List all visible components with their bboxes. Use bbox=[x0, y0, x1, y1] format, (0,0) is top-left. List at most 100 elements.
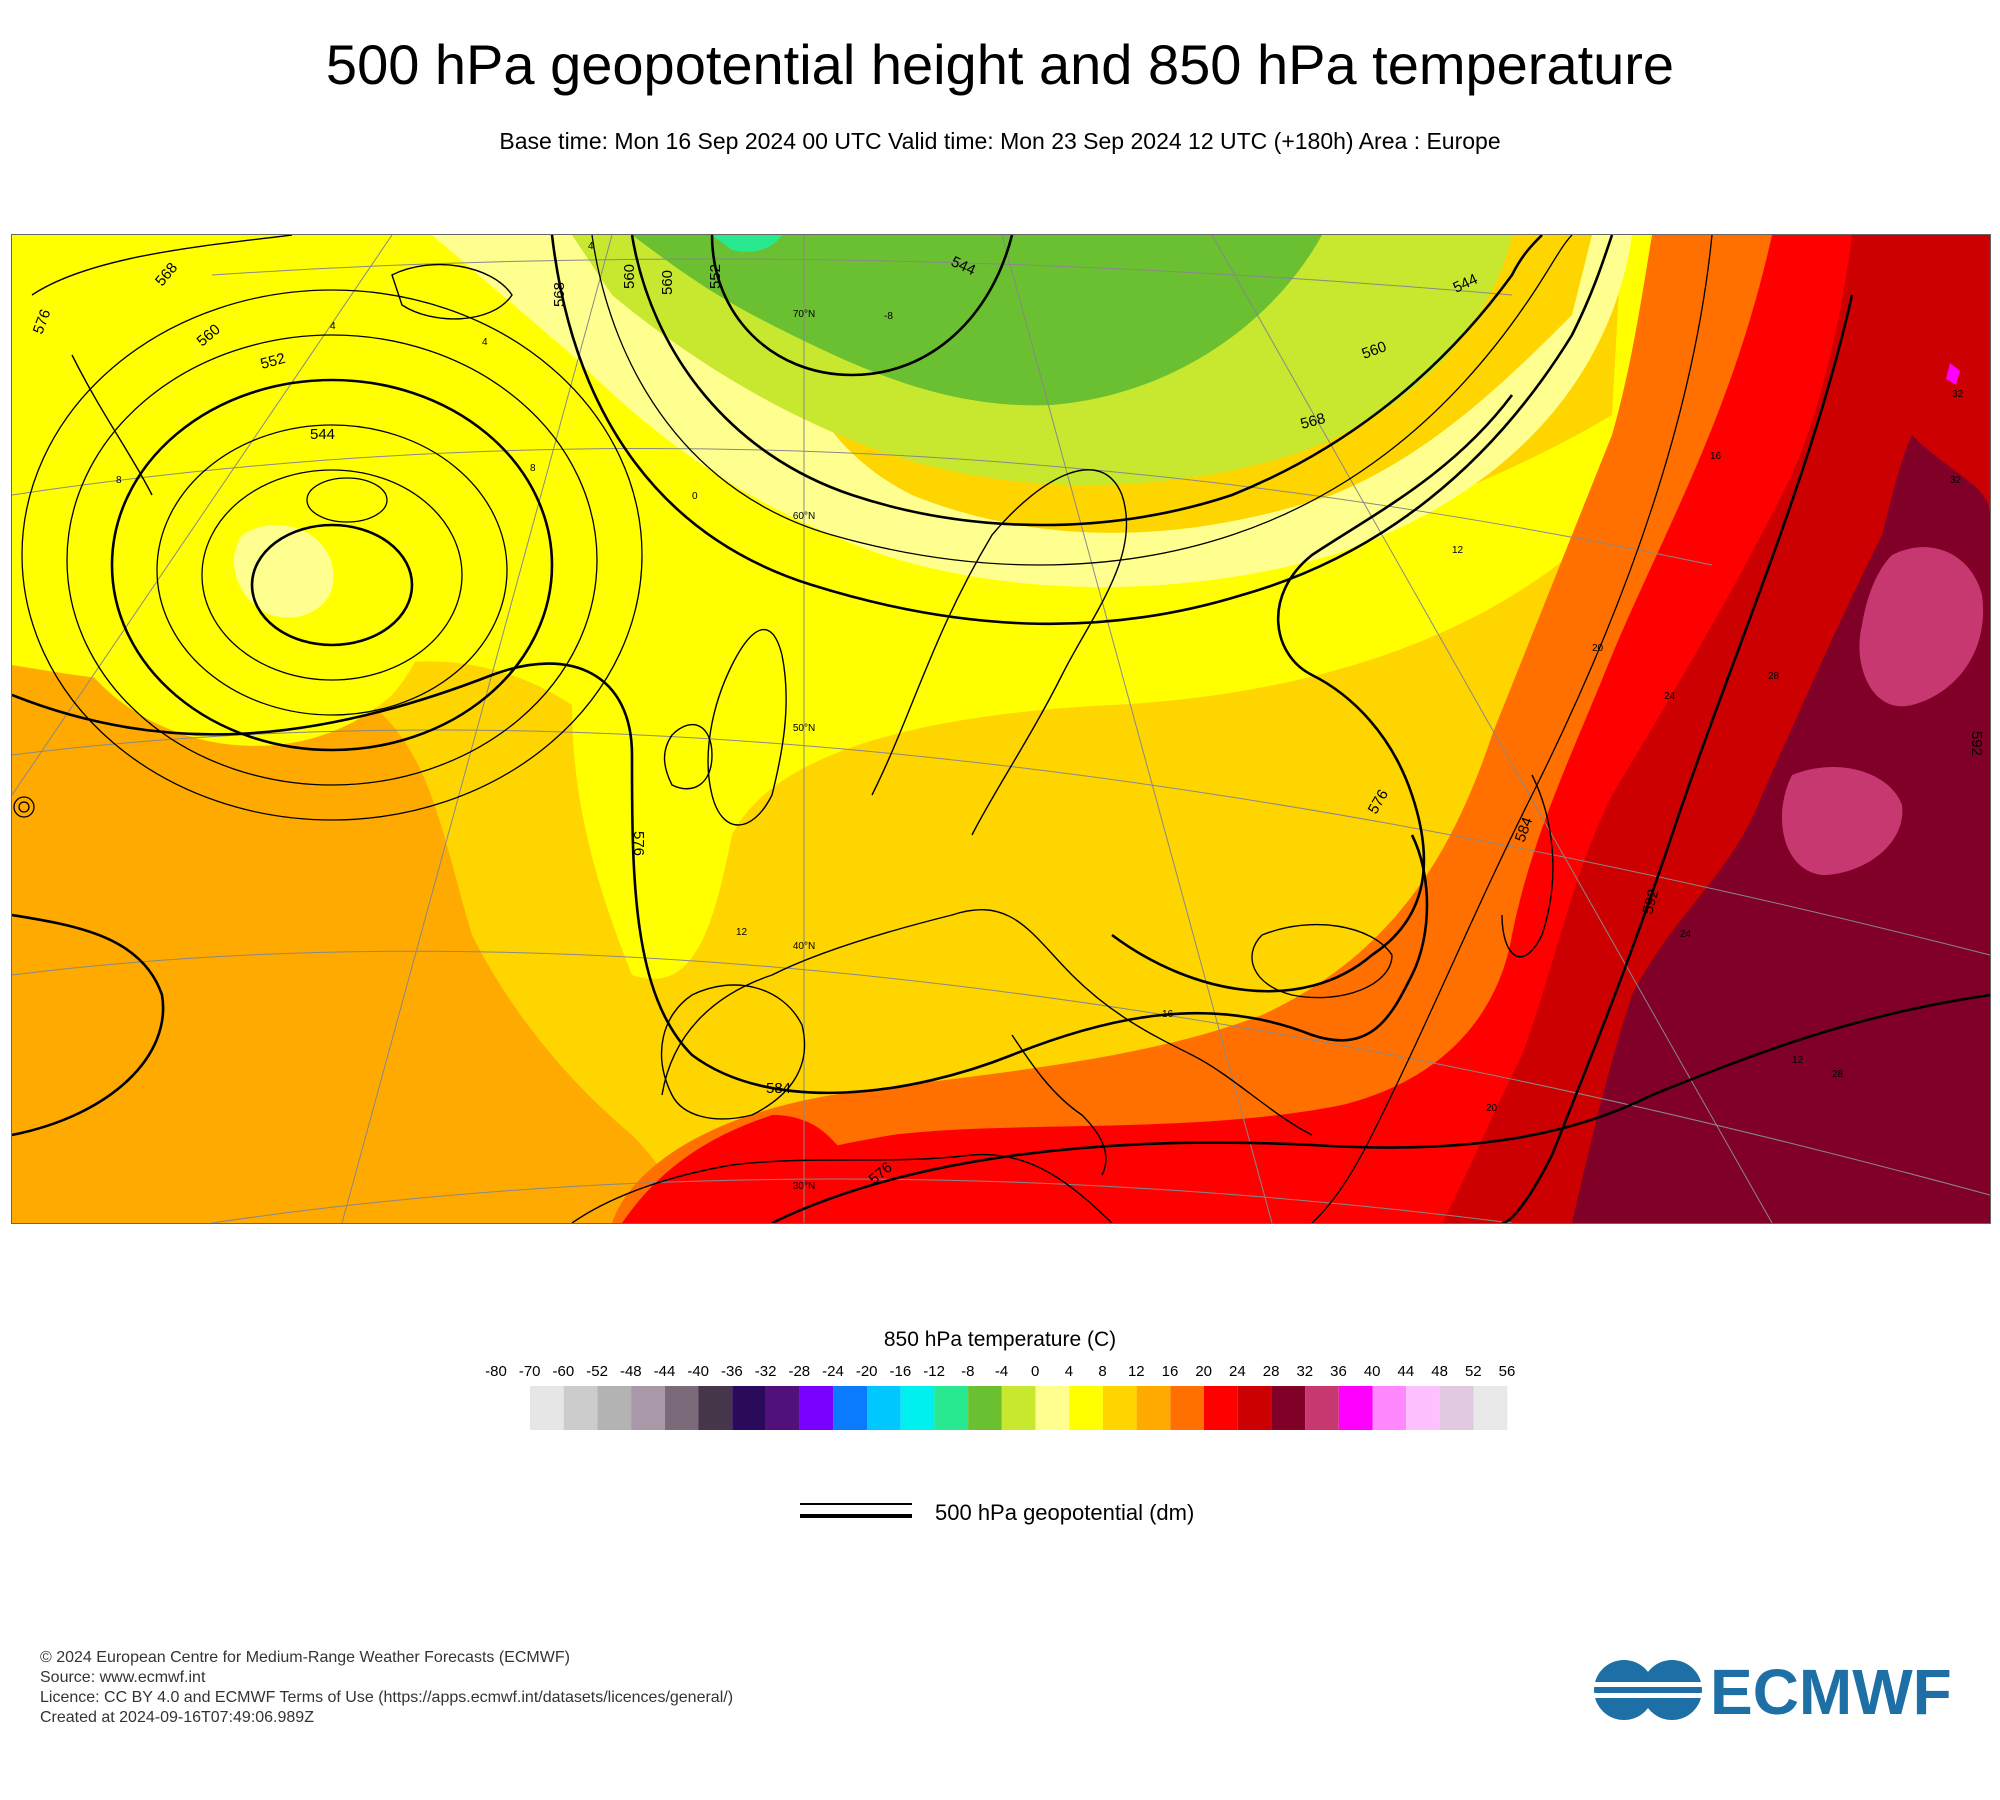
legend-tick-label: 36 bbox=[1330, 1363, 1347, 1380]
temp-label: 8 bbox=[530, 463, 536, 474]
legend-swatch bbox=[530, 1386, 564, 1430]
coast-ireland bbox=[663, 723, 713, 790]
legend-tick-label: 24 bbox=[1229, 1363, 1246, 1380]
weather-map[interactable]: 70°N 60°N 50°N 40°N 30°N 576 568 560 552… bbox=[12, 235, 1990, 1223]
coast-greenland bbox=[31, 235, 293, 496]
legend-swatch bbox=[968, 1386, 1002, 1430]
legend-swatch bbox=[1204, 1386, 1238, 1430]
legend-swatch bbox=[664, 1386, 699, 1430]
low-ring-1 bbox=[250, 523, 414, 647]
legend-swatch bbox=[1035, 1386, 1070, 1430]
temp-label: 24 bbox=[1664, 691, 1676, 702]
legend-swatch bbox=[1338, 1386, 1373, 1430]
contour-label: 592 bbox=[1968, 731, 1985, 756]
coast-caspian bbox=[1501, 774, 1554, 958]
temp-label: 4 bbox=[330, 321, 336, 332]
coast-britain bbox=[707, 628, 787, 826]
temp-label: 8 bbox=[116, 475, 122, 486]
parallel-60 bbox=[12, 448, 1713, 566]
legend-tick-label: -24 bbox=[822, 1363, 844, 1380]
legend-tick-label: -48 bbox=[620, 1363, 642, 1380]
contour-560-north bbox=[591, 235, 1573, 566]
parallel-30 bbox=[211, 1178, 1513, 1223]
legend-swatch bbox=[833, 1386, 867, 1430]
temp-label: 16 bbox=[1162, 1009, 1174, 1020]
footer-created: Created at 2024-09-16T07:49:06.989Z bbox=[40, 1709, 314, 1726]
parallel-70 bbox=[211, 258, 1513, 296]
temp-label: 12 bbox=[1452, 545, 1464, 556]
ecmwf-logo-text: ECMWF bbox=[1710, 1656, 1952, 1726]
contour-label: 568 bbox=[1299, 410, 1328, 433]
contour-label: 560 bbox=[659, 270, 676, 295]
temp-label: 20 bbox=[1592, 643, 1604, 654]
temp-label: 28 bbox=[1768, 671, 1780, 682]
legend-tick-label: -4 bbox=[995, 1363, 1008, 1380]
legend-swatch bbox=[1001, 1386, 1036, 1430]
temp-label: 12 bbox=[736, 927, 748, 938]
cutoff-low-west bbox=[13, 796, 35, 818]
legend-swatch bbox=[900, 1386, 935, 1430]
low-ring-4 bbox=[110, 378, 554, 752]
chart-title: 500 hPa geopotential height and 850 hPa … bbox=[325, 33, 1675, 96]
map-panel[interactable]: 70°N 60°N 50°N 40°N 30°N 576 568 560 552… bbox=[11, 234, 1991, 1224]
temp-label: 12 bbox=[1792, 1055, 1804, 1066]
temp-label: -8 bbox=[884, 311, 893, 322]
geopotential-contours bbox=[12, 235, 1990, 1223]
legend-swatch bbox=[597, 1386, 632, 1430]
legend-swatch bbox=[631, 1386, 665, 1430]
legend-swatch bbox=[1237, 1386, 1272, 1430]
shade-teal bbox=[712, 235, 782, 252]
low-ring-3 bbox=[156, 424, 508, 716]
parallel-50 bbox=[12, 729, 1990, 956]
shade-magenta-spot bbox=[1946, 363, 1960, 385]
lat-label-60: 60°N bbox=[793, 511, 815, 522]
legend-tick-label: -60 bbox=[553, 1363, 575, 1380]
contour-key-label: 500 hPa geopotential (dm) bbox=[935, 1500, 1195, 1525]
contour-label: 560 bbox=[621, 264, 638, 289]
legend-tick-label: 32 bbox=[1296, 1363, 1313, 1380]
legend-swatch bbox=[799, 1386, 834, 1430]
contour-label: 592 bbox=[1639, 887, 1662, 916]
lat-label-70: 70°N bbox=[793, 309, 815, 320]
legend-tick-label: 8 bbox=[1098, 1363, 1106, 1380]
contour-592-east bbox=[1501, 294, 1854, 1223]
temp-label: 4 bbox=[482, 337, 488, 348]
legend-tick-label: -16 bbox=[890, 1363, 912, 1380]
shade-west-orange bbox=[12, 655, 692, 1223]
legend-tick-label: -80 bbox=[485, 1363, 507, 1380]
footer-source: Source: www.ecmwf.int bbox=[40, 1669, 206, 1686]
meridian-e20 bbox=[1001, 235, 1273, 1223]
coast-iceland bbox=[391, 263, 513, 320]
legend-swatch bbox=[698, 1386, 733, 1430]
contour-592-south bbox=[771, 993, 1990, 1223]
legend-tick-label: 16 bbox=[1162, 1363, 1179, 1380]
meridian-w40 bbox=[12, 235, 393, 796]
footer-licence: Licence: CC BY 4.0 and ECMWF Terms of Us… bbox=[40, 1689, 734, 1706]
contour-label: 576 bbox=[630, 831, 647, 856]
legend-swatch bbox=[1372, 1386, 1407, 1430]
legend-tick-label: -36 bbox=[721, 1363, 743, 1380]
graticule bbox=[12, 235, 1990, 1223]
shade-north-yellow bbox=[12, 235, 1990, 979]
temp-label: 32 bbox=[1952, 389, 1964, 400]
contour-544-north bbox=[710, 235, 1014, 377]
contour-584-east bbox=[1311, 235, 1713, 1223]
low-ring-6 bbox=[21, 289, 643, 821]
contour-label: 568 bbox=[551, 282, 568, 307]
temperature-shading bbox=[12, 235, 1990, 1223]
contour-576-west bbox=[12, 662, 1429, 1095]
ecmwf-logo[interactable]: ECMWF bbox=[1588, 1654, 1968, 1726]
legend-tick-label: 56 bbox=[1499, 1363, 1516, 1380]
contour-label: 552 bbox=[259, 350, 288, 373]
legend-swatch bbox=[1305, 1386, 1339, 1430]
contour-label: 584 bbox=[766, 1080, 791, 1097]
legend-tick-label: 0 bbox=[1031, 1363, 1039, 1380]
coast-scandinavia bbox=[871, 469, 1128, 836]
meridian-w20 bbox=[341, 235, 613, 1223]
lat-label-40: 40°N bbox=[793, 941, 815, 952]
parallel-40 bbox=[12, 950, 1990, 1196]
legend-swatch bbox=[1406, 1386, 1440, 1430]
legend-swatch bbox=[732, 1386, 766, 1430]
temp-label: 32 bbox=[1950, 475, 1962, 486]
legend-swatches bbox=[530, 1386, 1508, 1430]
